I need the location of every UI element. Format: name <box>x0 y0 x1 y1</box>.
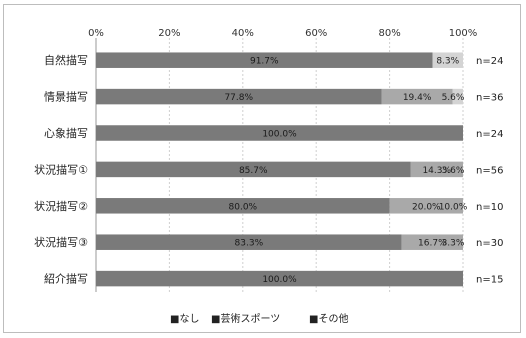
x-tick-label: 80% <box>378 28 400 39</box>
bar-segment <box>452 88 463 105</box>
n-labels: n=24 n=36 n=24 n=56 n=10 n=30 n=15 <box>476 56 503 285</box>
data-label: 100.0% <box>262 130 297 140</box>
bars-layer: 91.7% 8.3%77.8% 19.4% 5.6%100.0%85.7% 14.3%3… <box>96 52 468 287</box>
n-label: n=30 <box>476 238 503 249</box>
category-label: 状況描写① <box>34 162 88 176</box>
data-label: 100.0% <box>262 275 297 285</box>
category-label: 状況描写② <box>34 199 88 213</box>
x-tick-label: 60% <box>305 28 327 39</box>
n-label: n=24 <box>476 129 503 140</box>
bar-segment <box>96 125 463 141</box>
data-label: 16.7% <box>418 239 447 249</box>
bar-segment <box>381 88 453 105</box>
data-label: 14.3% <box>422 166 451 176</box>
data-label: 3.3% <box>442 239 465 249</box>
x-tick-label: 100% <box>449 28 478 39</box>
x-tick-label: 40% <box>232 28 254 39</box>
legend-entry: ■なし <box>170 313 199 325</box>
category-label: 自然描写 <box>44 53 88 67</box>
bar-segment <box>96 161 411 178</box>
bar-segment <box>96 198 390 214</box>
legend-entry: ■その他 <box>309 312 348 325</box>
data-label: 91.7% <box>250 57 279 67</box>
data-label: 20.0% <box>412 202 441 212</box>
bar-segment <box>389 198 463 214</box>
n-label: n=56 <box>476 165 503 176</box>
bar-segment <box>432 52 463 68</box>
x-tick-labels: 0% 20% 40% 60% 80% 100% <box>88 28 477 39</box>
bar-segment <box>96 52 433 68</box>
bar-segment <box>410 161 463 178</box>
category-label: 状況描写③ <box>34 235 88 249</box>
bar-segment <box>401 234 463 250</box>
bar-segment <box>96 234 402 250</box>
category-label: 情景描写 <box>44 90 88 104</box>
data-label: 77.8% <box>224 93 253 103</box>
data-label: 3.6% <box>442 166 465 176</box>
legend: ■なし ■芸術スポーツ ■その他 <box>170 312 348 325</box>
category-label: 心象描写 <box>44 126 88 140</box>
chart-border <box>3 4 521 333</box>
bar-segment <box>96 88 382 105</box>
data-label: 83.3% <box>235 239 264 249</box>
n-label: n=15 <box>476 275 503 286</box>
data-label: 8.3% <box>436 57 459 67</box>
data-label: 80.0% <box>229 202 258 212</box>
n-label: n=36 <box>476 93 503 104</box>
bar-segment <box>96 270 463 287</box>
data-label: 10.0% <box>439 202 468 212</box>
data-label: 5.6% <box>442 93 465 103</box>
n-label: n=24 <box>476 56 503 67</box>
n-label: n=10 <box>476 202 503 213</box>
data-label: 85.7% <box>239 166 268 176</box>
legend-entry: ■芸術スポーツ <box>211 312 280 325</box>
x-tick-label: 0% <box>88 28 104 39</box>
category-label: 紹介描写 <box>44 272 88 286</box>
data-label: 19.4% <box>403 93 432 103</box>
x-tick-label: 20% <box>158 28 180 39</box>
